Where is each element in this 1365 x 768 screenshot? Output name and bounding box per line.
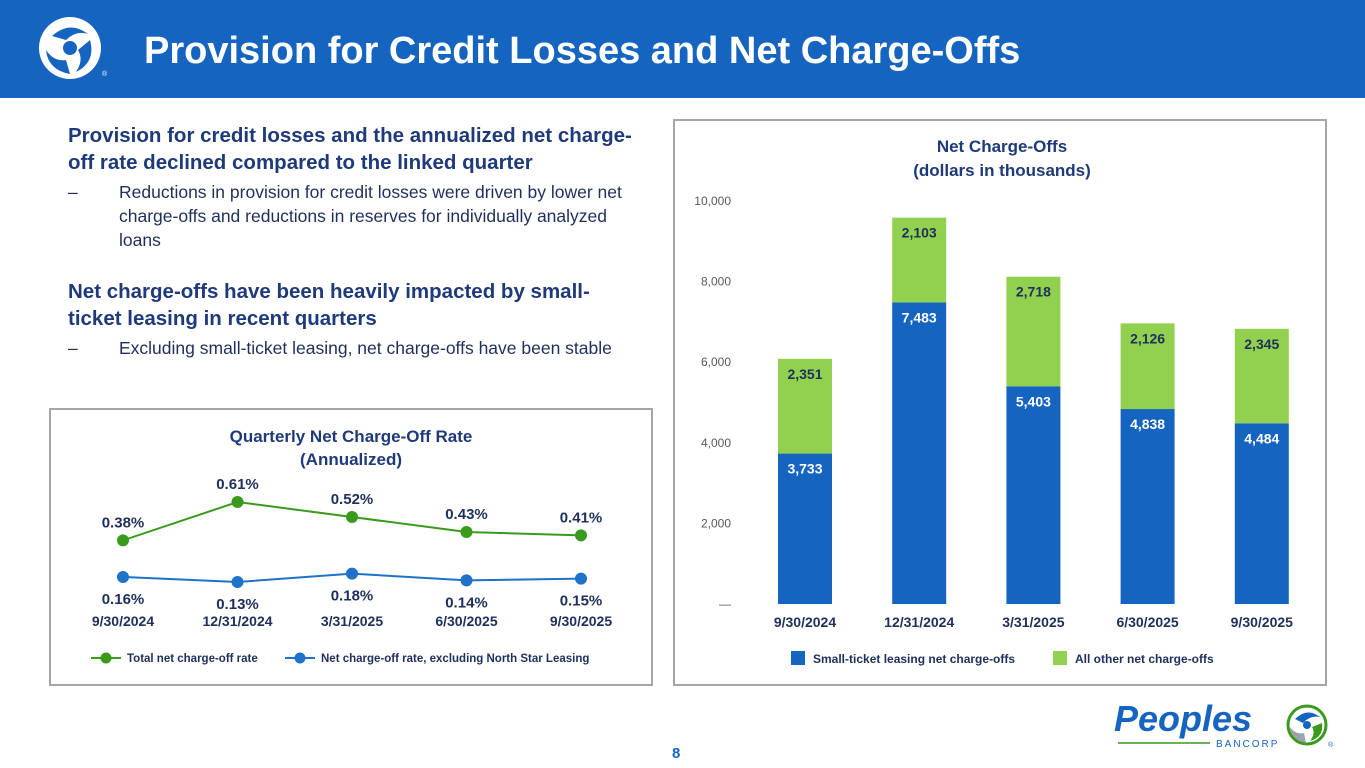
peoples-bancorp-logo: Peoples BANCORP ® [1114,698,1334,750]
page-title: Provision for Credit Losses and Net Char… [144,30,1021,72]
bar-value-label: 2,345 [1244,336,1279,352]
data-label: 0.18% [331,588,374,605]
bar-segment [892,217,947,303]
data-point [575,572,587,585]
bar-segment [1006,386,1061,604]
bar-chart: Net Charge-Offs (dollars in thousands) — 2,… [694,137,1293,666]
bar-segment [1234,423,1289,604]
data-point [117,571,129,583]
y-tick-label: 2,000 [701,516,731,530]
bar-chart-panel: Net Charge-Offs (dollars in thousands) — 2,… [673,119,1327,686]
data-point [460,526,473,538]
bar-segment [1120,409,1175,604]
data-label: 0.15% [560,593,603,610]
y-tick-label: 8,000 [701,275,731,289]
legend-label: Net charge-off rate, excluding North Sta… [321,653,589,665]
bar-segment [778,358,832,454]
legend-label: Total net charge-off rate [127,653,258,665]
bar-value-label: 4,838 [1130,416,1165,432]
brand-sub: BANCORP [1216,739,1279,750]
x-tick-label: 9/30/2024 [774,614,836,630]
bullet-dash: – [68,338,78,358]
bar-value-label: 2,718 [1016,284,1051,300]
x-tick-label: 3/31/2025 [1002,614,1064,630]
bullet-leasing-text: Excluding small-ticket leasing, net char… [119,338,612,358]
bullet-leasing: – Excluding small-ticket leasing, net ch… [68,336,640,360]
x-tick-label: 9/30/2025 [550,613,612,629]
y-tick-label: — [719,597,731,611]
data-point [231,576,244,588]
brand-name: Peoples [1114,698,1252,739]
x-tick-label: 12/31/2024 [202,613,272,629]
bar-chart-subtitle: (dollars in thousands) [913,161,1091,180]
brand-reg: ® [1328,741,1334,749]
line-chart: Quarterly Net Charge-Off Rate (Annualized… [91,427,612,665]
header-bar: ® Provision for Credit Losses and Net Ch… [0,0,1365,98]
legend-marker [100,652,112,664]
y-tick-label: 4,000 [701,436,731,450]
data-point [460,574,473,587]
data-label: 0.38% [102,514,145,531]
data-label: 0.13% [216,596,259,613]
bar-value-label: 4,484 [1244,430,1279,446]
legend-label: All other net charge-offs [1075,652,1214,666]
y-tick-label: 6,000 [701,355,731,369]
data-point [575,529,587,542]
brand-mark-icon [1286,704,1328,746]
bar-value-label: 2,351 [787,366,822,382]
x-tick-label: 9/30/2025 [1231,614,1293,630]
data-label: 0.41% [560,509,603,526]
x-tick-label: 3/31/2025 [321,613,383,629]
bar-segment [1006,276,1061,387]
data-label: 0.43% [445,506,488,523]
line-chart-title: Quarterly Net Charge-Off Rate [230,427,473,446]
data-label: 0.61% [216,476,259,493]
heading-net-charge-offs: Net charge-offs have been heavily impact… [68,280,590,330]
peoples-logo-icon: ® [39,17,108,79]
bullet-dash: – [68,182,78,202]
x-tick-label: 6/30/2025 [1116,614,1178,630]
y-tick-label: 10,000 [694,194,731,208]
bar-segment [778,453,832,604]
data-point [117,534,129,547]
legend-swatch [1053,651,1067,665]
bar-chart-title: Net Charge-Offs [937,137,1067,156]
data-label: 0.52% [331,491,374,508]
heading-provision: Provision for credit losses and the annu… [68,124,632,174]
data-point [346,567,358,580]
line-chart-panel: Quarterly Net Charge-Off Rate (Annualized… [49,408,653,686]
data-point [231,496,244,508]
legend-swatch [791,651,805,665]
bar-value-label: 5,403 [1016,393,1051,409]
line-chart-subtitle: (Annualized) [300,450,402,469]
bar-segment [892,302,947,604]
bullet-provision: – Reductions in provision for credit los… [68,180,640,252]
svg-text:®: ® [102,70,108,78]
bar-value-label: 2,103 [902,225,937,241]
data-label: 0.14% [445,594,488,611]
bar-value-label: 2,126 [1130,330,1165,346]
bar-value-label: 7,483 [902,309,937,325]
x-tick-label: 12/31/2024 [884,614,954,630]
legend-marker [294,652,306,664]
bullet-provision-text: Reductions in provision for credit losse… [119,182,622,250]
data-point [346,511,358,523]
commentary: Provision for credit losses and the annu… [68,122,640,360]
x-tick-label: 6/30/2025 [435,613,497,629]
bar-segment [1120,323,1175,410]
bar-value-label: 3,733 [787,461,822,477]
bar-segment [1234,328,1289,424]
page-number: 8 [672,745,681,762]
x-tick-label: 9/30/2024 [92,613,154,629]
data-label: 0.16% [102,591,145,608]
legend-label: Small-ticket leasing net charge-offs [813,652,1015,666]
